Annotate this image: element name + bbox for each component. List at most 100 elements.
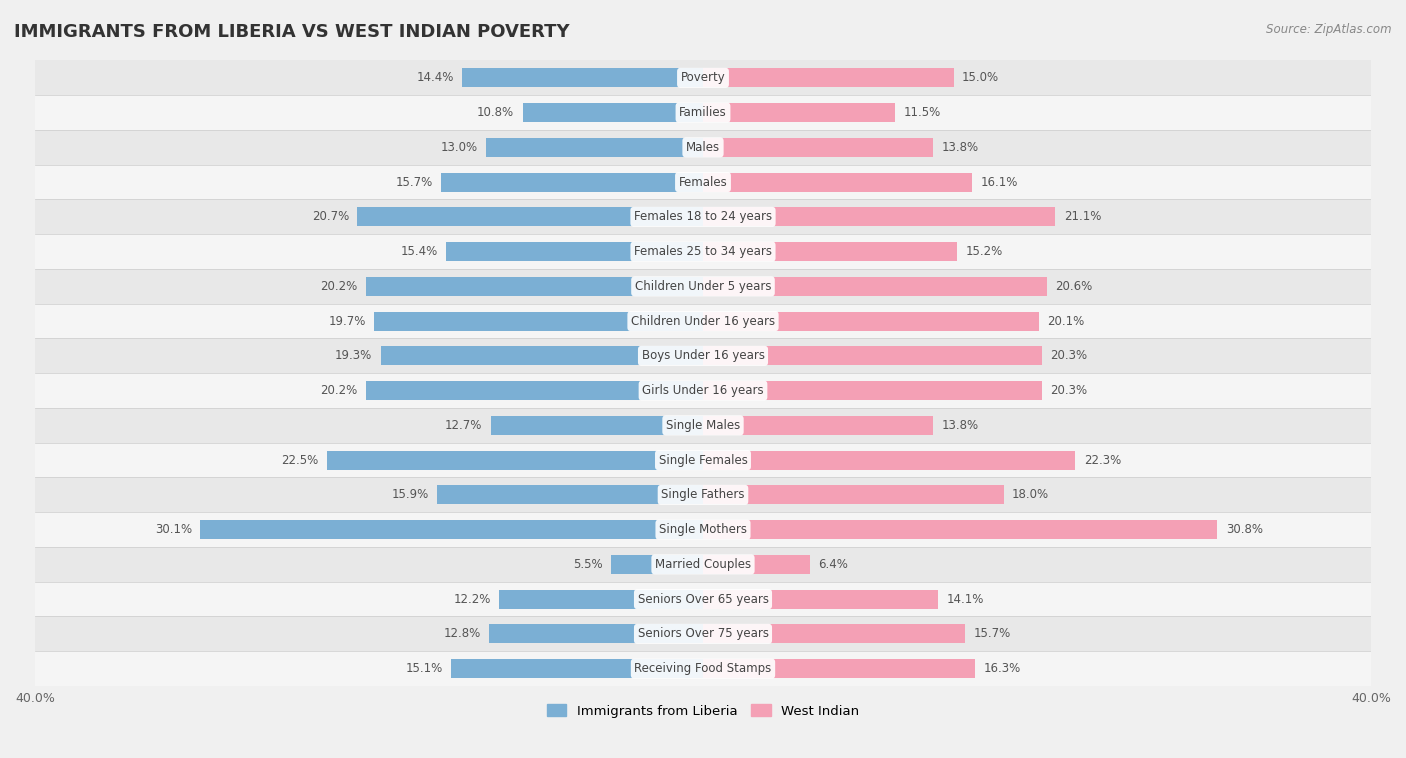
Text: 20.2%: 20.2% [321, 280, 357, 293]
Text: 30.1%: 30.1% [155, 523, 193, 536]
Bar [35, 651, 1371, 686]
Text: 14.4%: 14.4% [416, 71, 454, 84]
Text: Males: Males [686, 141, 720, 154]
Bar [35, 130, 1371, 164]
Text: 13.8%: 13.8% [942, 419, 979, 432]
Text: 12.7%: 12.7% [446, 419, 482, 432]
Text: 22.3%: 22.3% [1084, 453, 1121, 467]
Text: IMMIGRANTS FROM LIBERIA VS WEST INDIAN POVERTY: IMMIGRANTS FROM LIBERIA VS WEST INDIAN P… [14, 23, 569, 41]
Text: Females 18 to 24 years: Females 18 to 24 years [634, 211, 772, 224]
Text: 12.2%: 12.2% [454, 593, 491, 606]
Text: 20.2%: 20.2% [321, 384, 357, 397]
Text: 30.8%: 30.8% [1226, 523, 1263, 536]
Bar [703, 450, 1076, 470]
Bar [491, 416, 703, 435]
Text: 21.1%: 21.1% [1064, 211, 1101, 224]
Bar [703, 68, 953, 87]
Text: Single Females: Single Females [658, 453, 748, 467]
Text: 13.0%: 13.0% [440, 141, 478, 154]
Legend: Immigrants from Liberia, West Indian: Immigrants from Liberia, West Indian [541, 699, 865, 723]
Bar [703, 590, 938, 609]
Text: Boys Under 16 years: Boys Under 16 years [641, 349, 765, 362]
Text: Single Mothers: Single Mothers [659, 523, 747, 536]
Text: 10.8%: 10.8% [477, 106, 515, 119]
Bar [703, 520, 1218, 539]
Bar [703, 346, 1042, 365]
Bar [357, 207, 703, 227]
Text: Married Couples: Married Couples [655, 558, 751, 571]
Bar [441, 173, 703, 192]
Bar [703, 277, 1047, 296]
Bar [437, 485, 703, 504]
Text: Single Fathers: Single Fathers [661, 488, 745, 501]
Text: 15.2%: 15.2% [965, 245, 1002, 258]
Bar [703, 173, 972, 192]
Text: Females 25 to 34 years: Females 25 to 34 years [634, 245, 772, 258]
Text: 16.1%: 16.1% [980, 176, 1018, 189]
Bar [35, 616, 1371, 651]
Bar [366, 381, 703, 400]
Text: Children Under 16 years: Children Under 16 years [631, 315, 775, 327]
Text: 19.7%: 19.7% [328, 315, 366, 327]
Text: 20.7%: 20.7% [312, 211, 349, 224]
Bar [612, 555, 703, 574]
Bar [328, 450, 703, 470]
Text: Seniors Over 65 years: Seniors Over 65 years [637, 593, 769, 606]
Text: Single Males: Single Males [666, 419, 740, 432]
Bar [35, 581, 1371, 616]
Bar [703, 485, 1004, 504]
Bar [35, 269, 1371, 304]
Bar [486, 138, 703, 157]
Text: Children Under 5 years: Children Under 5 years [634, 280, 772, 293]
Bar [703, 207, 1056, 227]
Bar [35, 547, 1371, 581]
Text: 18.0%: 18.0% [1012, 488, 1049, 501]
Text: 20.1%: 20.1% [1047, 315, 1084, 327]
Bar [381, 346, 703, 365]
Text: Source: ZipAtlas.com: Source: ZipAtlas.com [1267, 23, 1392, 36]
Text: 15.9%: 15.9% [392, 488, 429, 501]
Text: 15.0%: 15.0% [962, 71, 1000, 84]
Text: 16.3%: 16.3% [984, 662, 1021, 675]
Text: Girls Under 16 years: Girls Under 16 years [643, 384, 763, 397]
Bar [703, 242, 957, 262]
Text: Seniors Over 75 years: Seniors Over 75 years [637, 628, 769, 641]
Bar [703, 416, 934, 435]
Bar [703, 659, 976, 678]
Text: 11.5%: 11.5% [904, 106, 941, 119]
Text: 20.3%: 20.3% [1050, 349, 1087, 362]
Text: 20.3%: 20.3% [1050, 384, 1087, 397]
Bar [523, 103, 703, 122]
Bar [35, 164, 1371, 199]
Bar [35, 373, 1371, 408]
Bar [703, 312, 1039, 330]
Text: 15.7%: 15.7% [973, 628, 1011, 641]
Bar [35, 96, 1371, 130]
Text: Receiving Food Stamps: Receiving Food Stamps [634, 662, 772, 675]
Bar [35, 234, 1371, 269]
Bar [35, 339, 1371, 373]
Text: 22.5%: 22.5% [281, 453, 319, 467]
Bar [463, 68, 703, 87]
Text: Females: Females [679, 176, 727, 189]
Bar [35, 304, 1371, 339]
Bar [703, 138, 934, 157]
Bar [489, 625, 703, 644]
Text: Families: Families [679, 106, 727, 119]
Bar [446, 242, 703, 262]
Bar [35, 199, 1371, 234]
Bar [200, 520, 703, 539]
Bar [35, 478, 1371, 512]
Text: 14.1%: 14.1% [946, 593, 984, 606]
Bar [374, 312, 703, 330]
Text: Poverty: Poverty [681, 71, 725, 84]
Bar [35, 443, 1371, 478]
Bar [35, 408, 1371, 443]
Text: 5.5%: 5.5% [574, 558, 603, 571]
Bar [703, 381, 1042, 400]
Bar [703, 103, 896, 122]
Text: 19.3%: 19.3% [335, 349, 373, 362]
Bar [499, 590, 703, 609]
Text: 13.8%: 13.8% [942, 141, 979, 154]
Bar [35, 512, 1371, 547]
